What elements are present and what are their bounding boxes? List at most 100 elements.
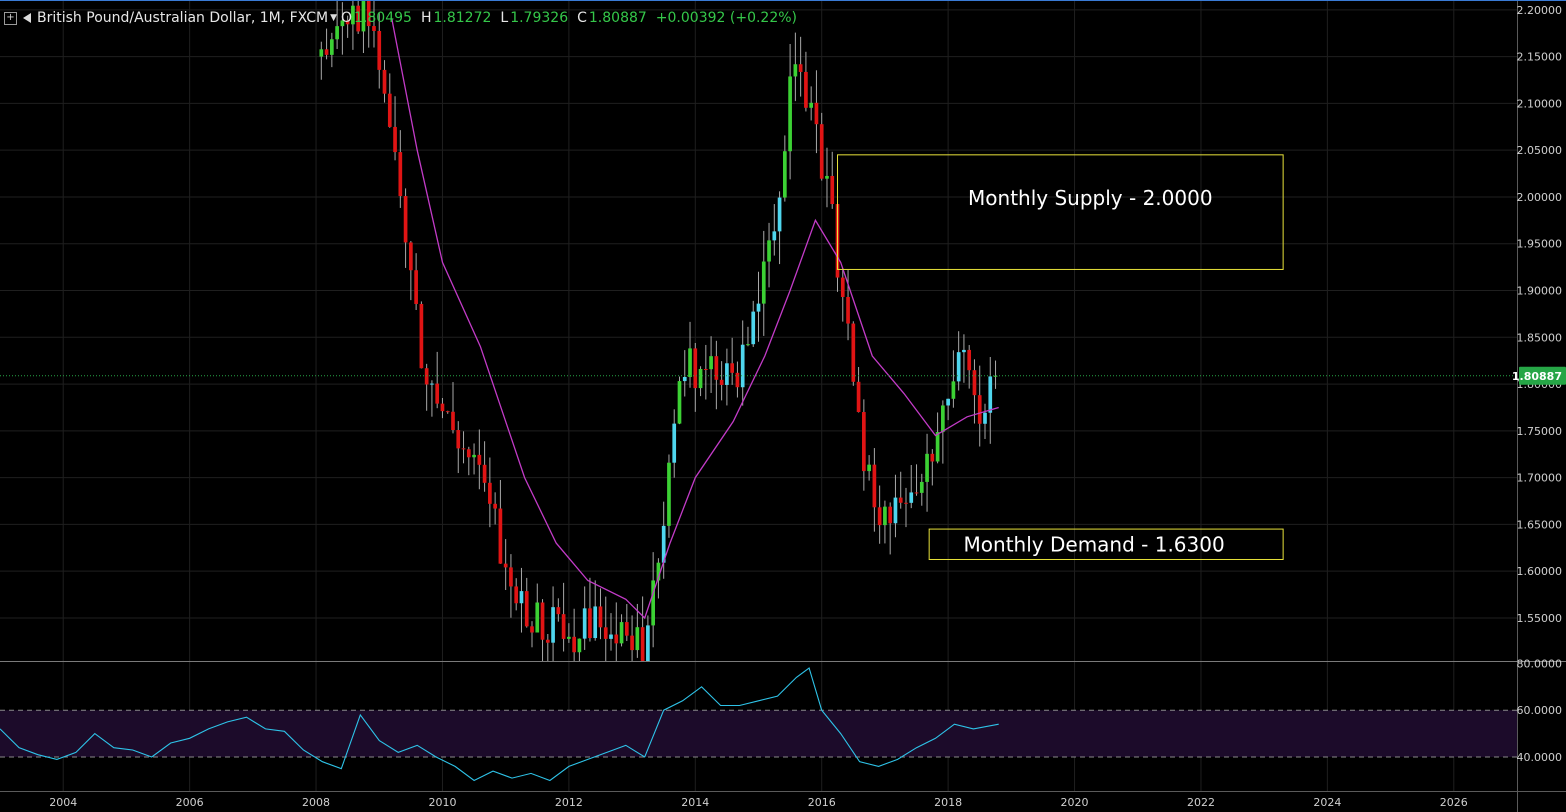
demand-zone-box[interactable]	[928, 528, 1284, 560]
candle	[430, 383, 434, 385]
time-tick-label: 2008	[302, 796, 330, 809]
candle	[366, 0, 371, 27]
candle	[530, 626, 534, 633]
candle	[914, 492, 919, 494]
symbol-title[interactable]: British Pound/Australian Dollar, 1M, FXC…	[37, 10, 329, 26]
candle	[962, 349, 966, 353]
time-tick-label: 2020	[1061, 796, 1089, 809]
candle	[345, 20, 350, 25]
price-tick-label: 1.55000	[1517, 612, 1563, 625]
candle	[545, 639, 550, 643]
candle	[630, 635, 634, 651]
candle	[935, 432, 940, 462]
candle	[466, 449, 471, 458]
candle	[893, 497, 898, 524]
price-tick-label: 1.95000	[1517, 238, 1563, 251]
candle	[756, 303, 761, 312]
candle	[624, 622, 629, 636]
time-tick-label: 2026	[1440, 796, 1468, 809]
time-tick-label: 2016	[808, 796, 836, 809]
candle	[688, 348, 692, 378]
price-tick-label: 2.10000	[1517, 97, 1563, 110]
moving-average-line	[391, 19, 999, 620]
candle	[851, 323, 856, 382]
candle	[572, 636, 576, 653]
candle	[335, 26, 339, 40]
candle	[798, 64, 803, 72]
price-tick-label: 1.85000	[1517, 331, 1563, 344]
price-tick-label: 2.15000	[1517, 51, 1563, 64]
chevron-down-icon[interactable]: ▼	[330, 13, 338, 23]
candle	[925, 453, 929, 482]
candle	[830, 175, 835, 205]
candle	[398, 152, 403, 197]
price-tick-label: 1.70000	[1517, 472, 1563, 485]
candle	[735, 372, 740, 388]
open-label: O	[341, 10, 353, 26]
candle	[387, 93, 392, 127]
candle	[883, 506, 887, 526]
candle	[782, 151, 787, 198]
expand-icon[interactable]: +	[4, 11, 17, 25]
candle	[951, 381, 956, 399]
candle	[482, 464, 487, 483]
time-tick-label: 2006	[176, 796, 204, 809]
change-value: +0.00392 (+0.22%)	[655, 10, 797, 26]
candle	[414, 270, 418, 304]
candle	[667, 462, 671, 526]
candle	[972, 370, 977, 396]
candle	[814, 102, 819, 125]
candle	[761, 261, 766, 304]
candle	[619, 622, 624, 644]
time-tick-label: 2012	[555, 796, 583, 809]
candle	[856, 381, 861, 413]
candles-group	[319, 0, 998, 661]
rsi-band	[0, 710, 1517, 758]
candle	[577, 638, 582, 653]
rsi-tick-label: 80.0000	[1517, 657, 1563, 670]
candle	[772, 231, 777, 241]
candle	[693, 348, 698, 389]
candle	[377, 30, 382, 70]
rsi-tick-label: 60.0000	[1517, 704, 1563, 717]
candle	[614, 634, 619, 644]
candle	[393, 126, 397, 153]
candle	[956, 352, 961, 382]
candle	[840, 277, 845, 297]
supply-zone-box[interactable]	[837, 154, 1284, 270]
time-tick-label: 2024	[1313, 796, 1341, 809]
candle	[588, 608, 592, 639]
candle	[709, 356, 713, 370]
price-tick-label: 1.65000	[1517, 518, 1563, 531]
price-tick-label: 1.75000	[1517, 425, 1563, 438]
candle	[698, 368, 703, 389]
candle	[361, 0, 366, 32]
candle	[988, 376, 993, 413]
candle	[740, 344, 745, 388]
candle	[609, 634, 613, 639]
open-value: 1.80495	[354, 10, 412, 26]
candle	[819, 124, 824, 179]
candle	[340, 20, 345, 27]
candle	[788, 76, 792, 152]
candle	[867, 464, 871, 472]
candle	[730, 363, 735, 373]
candle	[682, 377, 687, 382]
price-tick-label: 2.05000	[1517, 144, 1563, 157]
price-tick-label: 1.90000	[1517, 285, 1563, 298]
candle	[582, 608, 587, 639]
time-tick-label: 2010	[428, 796, 456, 809]
candle	[793, 64, 798, 77]
price-tick-label: 1.60000	[1517, 565, 1563, 578]
candle	[324, 49, 329, 55]
candle	[472, 454, 476, 458]
candle	[435, 383, 440, 404]
candle	[440, 403, 445, 412]
time-tick-label: 2022	[1187, 796, 1215, 809]
candle	[809, 102, 814, 108]
rsi-tick-label: 40.0000	[1517, 751, 1563, 764]
candle	[751, 311, 756, 345]
supply-zone-label: Monthly Supply - 2.0000	[968, 186, 1213, 210]
candle	[635, 627, 640, 651]
